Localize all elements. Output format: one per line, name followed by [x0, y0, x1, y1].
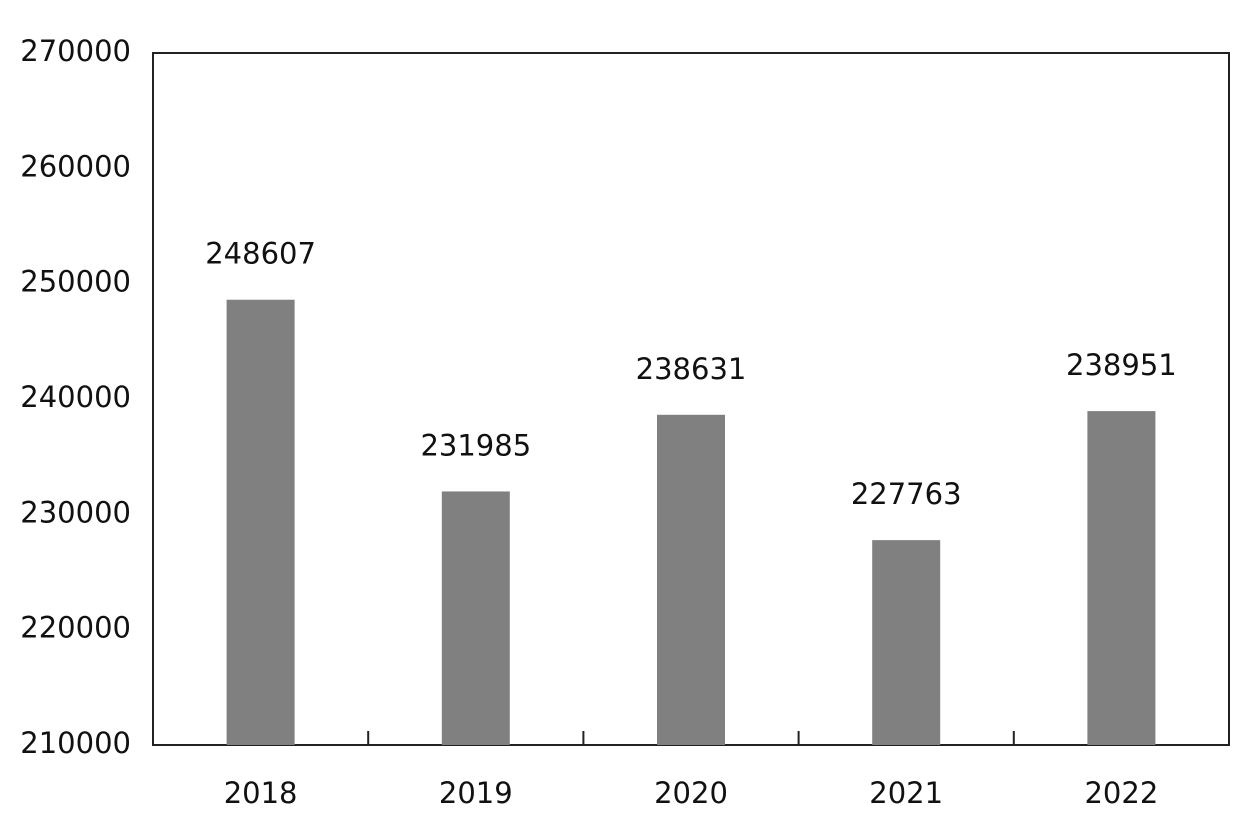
value-label: 231985: [420, 428, 531, 462]
y-tick-label: 220000: [20, 611, 131, 645]
y-tick-label: 270000: [20, 34, 131, 68]
x-tick-label: 2022: [1084, 776, 1158, 810]
x-tick-label: 2018: [224, 776, 298, 810]
y-tick-label: 230000: [20, 495, 131, 529]
x-tick-label: 2019: [439, 776, 513, 810]
y-tick-label: 250000: [20, 265, 131, 299]
value-label: 238951: [1066, 348, 1177, 382]
value-label: 227763: [851, 477, 962, 511]
value-label: 248607: [205, 237, 316, 271]
bar: [1087, 411, 1156, 745]
bar: [441, 491, 510, 745]
bar: [872, 540, 941, 745]
y-tick-label: 240000: [20, 380, 131, 414]
y-tick-label: 210000: [20, 726, 131, 760]
y-tick-label: 260000: [20, 149, 131, 183]
bar: [226, 299, 295, 745]
bar: [657, 414, 725, 745]
x-tick-label: 2020: [654, 776, 728, 810]
value-label: 238631: [636, 352, 747, 386]
x-tick-label: 2021: [869, 776, 943, 810]
